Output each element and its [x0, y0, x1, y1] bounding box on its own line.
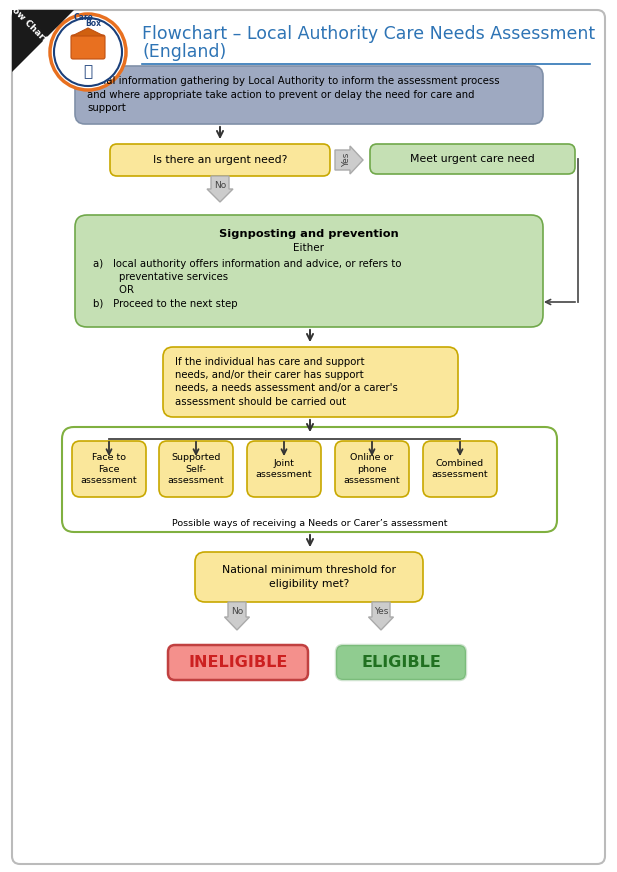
Text: Is there an urgent need?: Is there an urgent need?	[153, 155, 287, 165]
Text: a)   local authority offers information and advice, or refers to
        prevent: a) local authority offers information an…	[93, 259, 402, 296]
Text: Box: Box	[85, 19, 101, 28]
FancyArrow shape	[225, 602, 249, 630]
Text: Yes: Yes	[342, 153, 352, 167]
FancyBboxPatch shape	[159, 441, 233, 497]
FancyBboxPatch shape	[75, 215, 543, 327]
Text: b)   Proceed to the next step: b) Proceed to the next step	[93, 299, 238, 309]
FancyBboxPatch shape	[71, 35, 105, 59]
Text: Joint
assessment: Joint assessment	[255, 459, 312, 479]
Text: INELIGIBLE: INELIGIBLE	[188, 655, 288, 670]
FancyArrow shape	[335, 146, 363, 174]
Circle shape	[54, 18, 122, 86]
FancyBboxPatch shape	[110, 144, 330, 176]
Text: No: No	[214, 181, 226, 190]
Text: Signposting and prevention: Signposting and prevention	[219, 229, 399, 239]
Text: No: No	[231, 608, 243, 617]
Text: Initial information gathering by Local Authority to inform the assessment proces: Initial information gathering by Local A…	[87, 76, 500, 113]
Text: Either: Either	[294, 243, 325, 253]
Circle shape	[50, 14, 126, 90]
FancyBboxPatch shape	[12, 10, 605, 864]
Text: Meet urgent care need: Meet urgent care need	[410, 154, 535, 164]
Text: Flow Chart: Flow Chart	[3, 0, 49, 44]
FancyBboxPatch shape	[247, 441, 321, 497]
FancyBboxPatch shape	[195, 552, 423, 602]
FancyBboxPatch shape	[335, 441, 409, 497]
Text: Combined
assessment: Combined assessment	[432, 459, 488, 479]
Polygon shape	[72, 28, 104, 36]
FancyBboxPatch shape	[168, 645, 308, 680]
FancyBboxPatch shape	[72, 441, 146, 497]
Text: Possible ways of receiving a Needs or Carer’s assessment: Possible ways of receiving a Needs or Ca…	[172, 519, 448, 528]
FancyArrow shape	[368, 602, 394, 630]
Text: National minimum threshold for
eligibility met?: National minimum threshold for eligibili…	[222, 565, 396, 589]
FancyArrow shape	[207, 176, 233, 202]
Text: Supported
Self-
assessment: Supported Self- assessment	[168, 453, 225, 485]
FancyBboxPatch shape	[423, 441, 497, 497]
Text: Online or
phone
assessment: Online or phone assessment	[344, 453, 400, 485]
Text: Flowchart – Local Authority Care Needs Assessment: Flowchart – Local Authority Care Needs A…	[142, 25, 595, 43]
Text: If the individual has care and support
needs, and/or their carer has support
nee: If the individual has care and support n…	[175, 357, 398, 406]
Text: Face to
Face
assessment: Face to Face assessment	[81, 453, 138, 485]
Polygon shape	[12, 10, 74, 72]
FancyBboxPatch shape	[163, 347, 458, 417]
Text: (England): (England)	[142, 43, 226, 61]
Text: ELIGIBLE: ELIGIBLE	[361, 655, 441, 670]
FancyBboxPatch shape	[62, 427, 557, 532]
FancyBboxPatch shape	[370, 144, 575, 174]
Text: 🤲: 🤲	[83, 65, 93, 79]
Text: Yes: Yes	[374, 608, 388, 617]
Text: Care: Care	[74, 13, 94, 22]
FancyBboxPatch shape	[75, 66, 543, 124]
FancyBboxPatch shape	[336, 645, 466, 680]
